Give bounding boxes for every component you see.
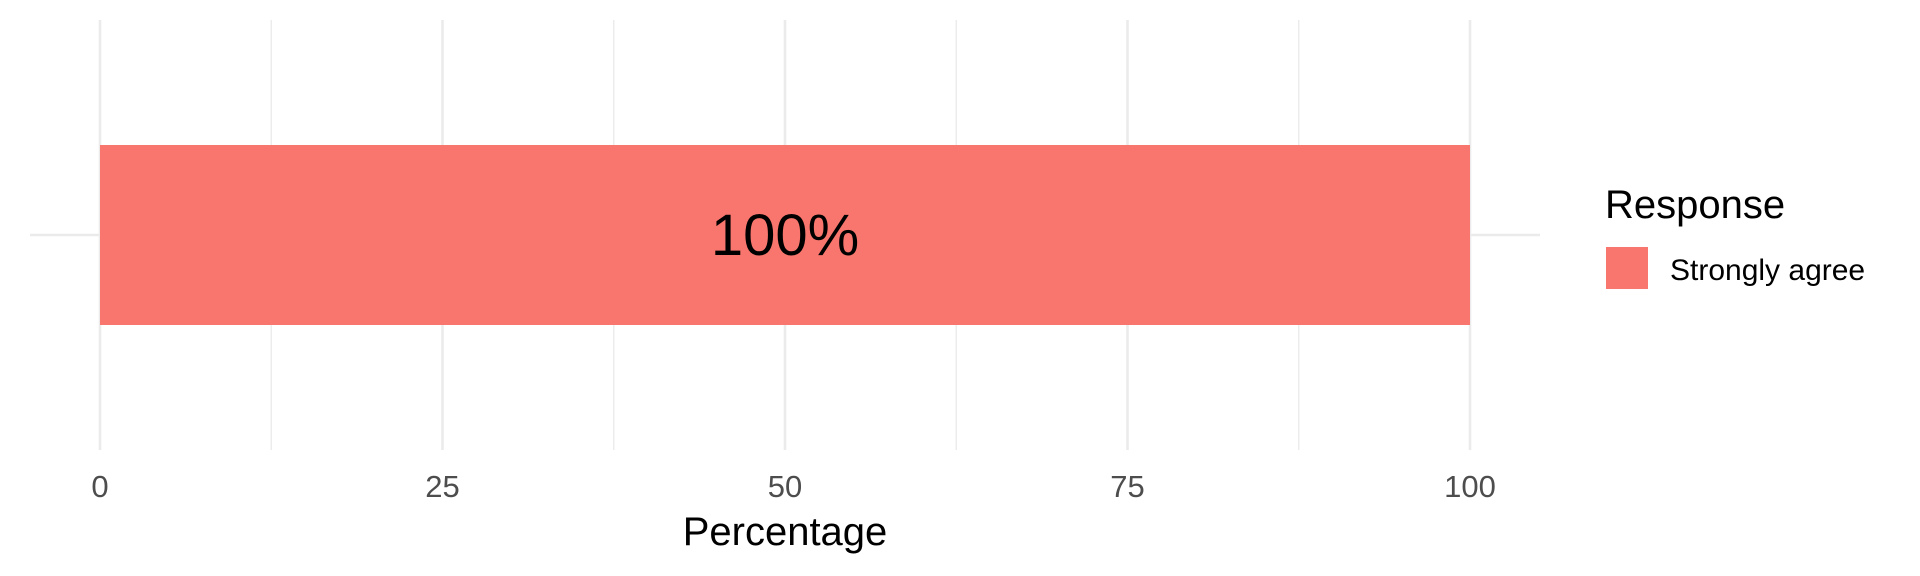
legend-label-strongly-agree: Strongly agree [1670, 254, 1865, 287]
bars [100, 145, 1470, 325]
legend-swatch-strongly-agree [1606, 247, 1648, 289]
x-tick-label: 50 [768, 469, 802, 504]
x-tick-label: 0 [91, 469, 108, 504]
legend: Response Strongly agree [1605, 183, 1865, 289]
x-axis-title: Percentage [683, 510, 888, 554]
bar-strongly-agree [100, 145, 1470, 325]
x-tick-label: 75 [1110, 469, 1144, 504]
bar-value-label: 100% [711, 203, 859, 268]
x-tick-label: 100 [1444, 469, 1496, 504]
x-tick-label: 25 [425, 469, 459, 504]
data-labels: 100% [711, 203, 859, 268]
legend-title: Response [1605, 183, 1785, 227]
x-axis-ticks: 0 25 50 75 100 [91, 469, 1495, 504]
